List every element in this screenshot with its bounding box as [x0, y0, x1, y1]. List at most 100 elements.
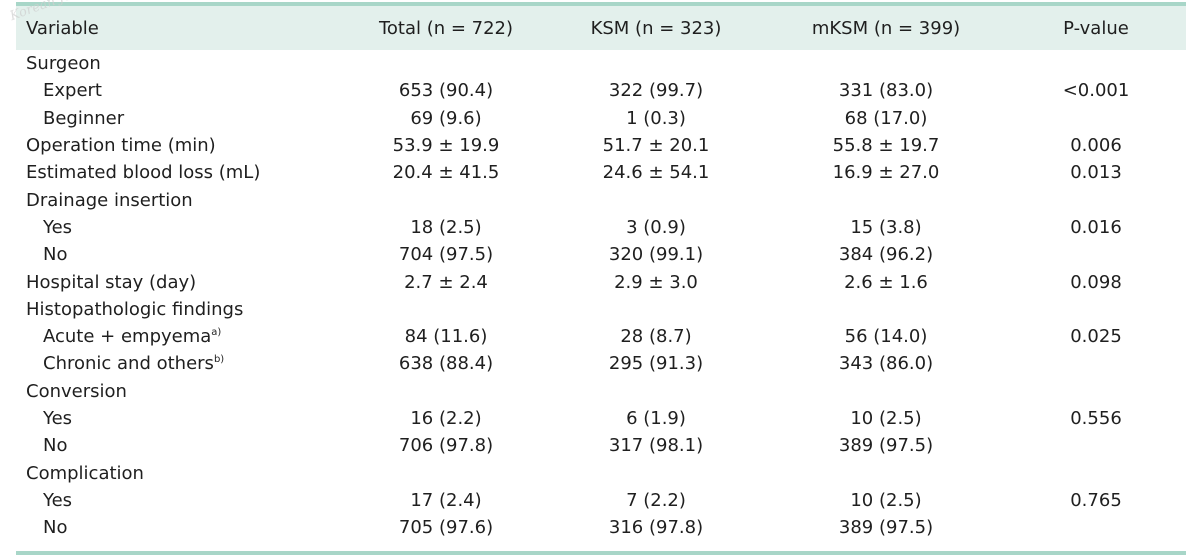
- row-label-cell: No: [16, 514, 346, 541]
- total-cell: 18 (2.5): [410, 216, 482, 238]
- column-header-p-value: P-value: [1063, 17, 1129, 39]
- p-value-cell: 0.013: [1070, 162, 1122, 184]
- p-value-cell: 0.556: [1070, 408, 1122, 429]
- table-row: No 706 (97.8) 317 (98.1) 389 (97.5): [16, 432, 1186, 459]
- column-header-ksm: KSM (n = 323): [590, 17, 722, 39]
- row-label: Estimated blood loss (mL): [26, 162, 261, 184]
- total-cell: 706 (97.8): [398, 435, 494, 457]
- total-cell: 705 (97.6): [398, 517, 494, 539]
- table-row: Yes 17 (2.4) 7 (2.2) 10 (2.5) 0.765: [16, 487, 1186, 514]
- ksm-cell: 1 (0.3): [626, 107, 686, 129]
- total-cell: 16 (2.2): [410, 408, 482, 429]
- ksm-cell: 2.9 ± 3.0: [614, 271, 698, 293]
- table-row: Estimated blood loss (mL) 20.4 ± 41.5 24.6…: [16, 159, 1186, 186]
- total-cell: [346, 296, 546, 323]
- row-label: Drainage insertion: [26, 189, 193, 211]
- column-header-total: Total (n = 722): [378, 17, 514, 39]
- row-label-cell: Drainage insertion: [16, 186, 346, 213]
- mksm-cell: 331 (83.0): [838, 80, 934, 102]
- table-row: No 705 (97.6) 316 (97.8) 389 (97.5): [16, 514, 1186, 541]
- footnote-marker: a): [211, 327, 222, 339]
- table-row: Conversion: [16, 378, 1186, 405]
- table-bottom-rule: [16, 551, 1186, 555]
- table-row: Operation time (min) 53.9 ± 19.9 51.7 ± 20…: [16, 132, 1186, 159]
- row-label: No: [43, 517, 68, 539]
- ksm-cell: 51.7 ± 20.1: [602, 135, 710, 157]
- total-cell: 638 (88.4): [398, 353, 494, 375]
- row-label-cell: Hospital stay (day): [16, 268, 346, 295]
- row-label-cell: Histopathologic findings: [16, 296, 346, 323]
- total-cell: [346, 186, 546, 213]
- row-label: Expert: [43, 80, 102, 102]
- table-row: Histopathologic findings: [16, 296, 1186, 323]
- p-value-cell: [1006, 514, 1186, 541]
- row-label: Surgeon: [26, 53, 101, 75]
- table-row: Acute + empyemaa) 84 (11.6) 28 (8.7) 56 (14…: [16, 323, 1186, 350]
- row-label: Complication: [26, 462, 144, 484]
- p-value-cell: 0.006: [1070, 135, 1122, 157]
- table-row: Expert 653 (90.4) 322 (99.7) 331 (83.0) <0.0…: [16, 77, 1186, 104]
- mksm-cell: 389 (97.5): [838, 435, 934, 457]
- header-band: [16, 6, 1186, 50]
- row-label: Yes: [43, 408, 73, 429]
- row-label-cell: Expert: [16, 77, 346, 104]
- p-value-cell: [1006, 378, 1186, 405]
- ksm-cell: 28 (8.7): [620, 326, 692, 348]
- mksm-cell: [766, 296, 1006, 323]
- footnote-marker: b): [213, 354, 225, 366]
- p-value-cell: <0.001: [1062, 80, 1130, 102]
- row-label-cell: Acute + empyemaa): [16, 323, 346, 350]
- row-label-cell: No: [16, 432, 346, 459]
- row-label-cell: Chronic and othersb): [16, 350, 346, 377]
- row-label: Operation time (min): [26, 135, 216, 157]
- ksm-cell: 322 (99.7): [608, 80, 704, 102]
- table-row: Chronic and othersb) 638 (88.4) 295 (91.3)…: [16, 350, 1186, 377]
- total-cell: 17 (2.4): [410, 489, 482, 511]
- row-label: Conversion: [26, 380, 127, 402]
- total-cell: 704 (97.5): [398, 244, 494, 266]
- table-row: Surgeon: [16, 50, 1186, 77]
- row-label-cell: Surgeon: [16, 50, 346, 77]
- total-cell: 2.7 ± 2.4: [404, 271, 488, 293]
- ksm-cell: 317 (98.1): [608, 435, 704, 457]
- ksm-cell: 24.6 ± 54.1: [602, 162, 710, 184]
- ksm-cell: [546, 50, 766, 77]
- ksm-cell: 295 (91.3): [608, 353, 704, 375]
- row-label: Yes: [43, 489, 73, 511]
- ksm-cell: 3 (0.9): [626, 216, 686, 238]
- p-value-cell: [1006, 459, 1186, 486]
- ksm-cell: 6 (1.9): [626, 408, 686, 429]
- mksm-cell: 10 (2.5): [850, 408, 922, 429]
- row-label-cell: Operation time (min): [16, 132, 346, 159]
- total-cell: [346, 50, 546, 77]
- mksm-cell: 68 (17.0): [844, 107, 928, 129]
- table-top-rule: [16, 2, 1186, 6]
- mksm-cell: 15 (3.8): [850, 216, 922, 238]
- ksm-cell: [546, 378, 766, 405]
- mksm-cell: [766, 459, 1006, 486]
- mksm-cell: 55.8 ± 19.7: [832, 135, 940, 157]
- p-value-cell: [1006, 50, 1186, 77]
- mksm-cell: 10 (2.5): [850, 489, 922, 511]
- header-row: Variable Total (n = 722) KSM (n = 323) m…: [16, 6, 1186, 50]
- ksm-cell: [546, 186, 766, 213]
- p-value-cell: 0.025: [1070, 326, 1122, 348]
- p-value-cell: [1006, 105, 1186, 132]
- row-label-cell: Yes: [16, 214, 346, 241]
- mksm-cell: [766, 186, 1006, 213]
- row-label: No: [43, 435, 68, 457]
- mksm-cell: 389 (97.5): [838, 517, 934, 539]
- ksm-cell: 7 (2.2): [626, 489, 686, 511]
- p-value-cell: 0.765: [1070, 489, 1122, 511]
- row-label: Yes: [43, 216, 73, 238]
- p-value-cell: [1006, 432, 1186, 459]
- table-row: No 704 (97.5) 320 (99.1) 384 (96.2): [16, 241, 1186, 268]
- row-label: Acute + empyema: [43, 326, 212, 348]
- row-label: Chronic and others: [43, 353, 214, 375]
- row-label-cell: Beginner: [16, 105, 346, 132]
- row-label-cell: Complication: [16, 459, 346, 486]
- total-cell: 84 (11.6): [404, 326, 488, 348]
- mksm-cell: 56 (14.0): [844, 326, 928, 348]
- ksm-cell: [546, 296, 766, 323]
- row-label-cell: Yes: [16, 487, 346, 514]
